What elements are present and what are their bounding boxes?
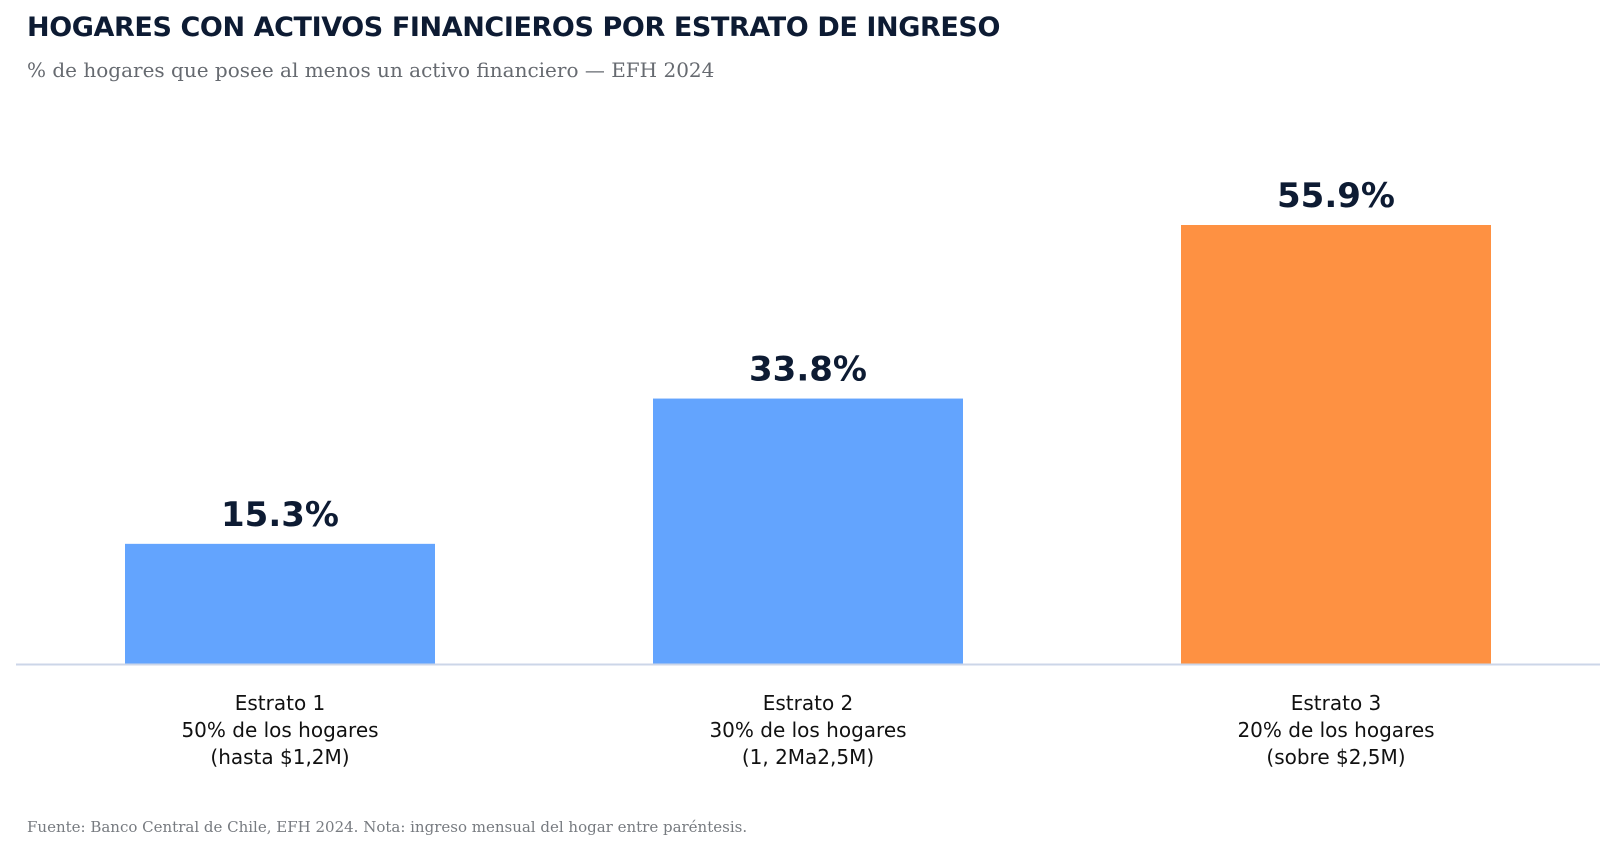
category-label-estrato-2-line-1: Estrato 2 [763,691,854,715]
value-label-estrato-1: 15.3% [221,495,339,535]
category-label-estrato-2-line-2: 30% de los hogares [709,718,906,742]
category-label-estrato-1-line-3: (hasta $1,2M) [210,745,349,769]
bar-estrato-3 [1181,225,1491,664]
category-label-estrato-3-line-2: 20% de los hogares [1237,718,1434,742]
category-label-estrato-1-line-1: Estrato 1 [235,691,326,715]
category-label-estrato-3-line-3: (sobre $2,5M) [1266,745,1405,769]
category-label-estrato-1-line-2: 50% de los hogares [181,718,378,742]
chart-subtitle: % de hogares que posee al menos un activ… [27,58,715,82]
category-label-estrato-2-line-3: (1, 2Ma2,5M) [742,745,874,769]
bar-estrato-1 [125,543,435,664]
chart-title: HOGARES CON ACTIVOS FINANCIEROS POR ESTR… [27,12,1001,43]
bar-estrato-2 [653,398,963,664]
value-label-estrato-3: 55.9% [1277,176,1395,216]
value-label-estrato-2: 33.8% [749,350,867,390]
source-footnote: Fuente: Banco Central de Chile, EFH 2024… [27,818,748,836]
category-label-estrato-3-line-1: Estrato 3 [1291,691,1382,715]
